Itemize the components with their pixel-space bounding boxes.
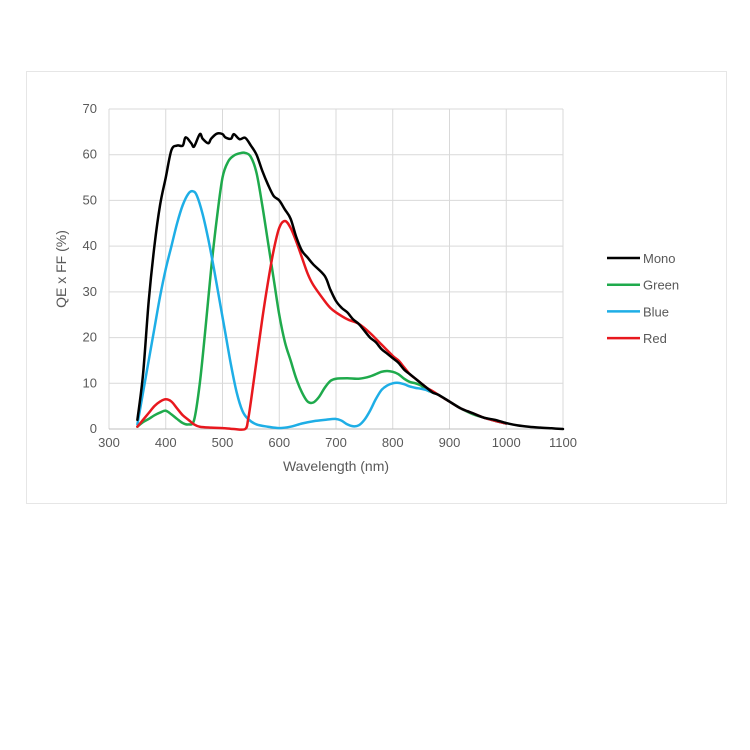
y-tick-label: 20 bbox=[83, 330, 97, 345]
x-tick-label: 600 bbox=[268, 435, 290, 450]
x-tick-label: 900 bbox=[439, 435, 461, 450]
y-axis-title: QE x FF (%) bbox=[53, 230, 69, 308]
legend-label-green: Green bbox=[643, 278, 679, 293]
y-tick-label: 30 bbox=[83, 284, 97, 299]
x-tick-label: 1000 bbox=[492, 435, 521, 450]
y-tick-label: 0 bbox=[90, 421, 97, 436]
x-tick-label: 400 bbox=[155, 435, 177, 450]
x-tick-label: 500 bbox=[212, 435, 234, 450]
series-layer bbox=[136, 132, 565, 431]
y-tick-label: 70 bbox=[83, 101, 97, 116]
y-tick-label: 60 bbox=[83, 147, 97, 162]
legend-label-mono: Mono bbox=[643, 251, 676, 266]
series-line-green bbox=[136, 151, 508, 428]
tick-labels: 0 10 20 30 40 50 60 70 300 400 500 600 700 800 900 1000… bbox=[83, 101, 577, 450]
x-tick-label: 700 bbox=[325, 435, 347, 450]
legend-label-red: Red bbox=[643, 331, 667, 346]
series-line-blue bbox=[136, 189, 508, 430]
x-tick-label: 300 bbox=[98, 435, 120, 450]
legend-label-blue: Blue bbox=[643, 304, 669, 319]
qe-chart: 0 10 20 30 40 50 60 70 300 400 500 600 700 800 900 1000… bbox=[53, 101, 679, 474]
chart-frame: 0 10 20 30 40 50 60 70 300 400 500 600 700 800 900 1000… bbox=[26, 71, 727, 504]
y-tick-label: 10 bbox=[83, 375, 97, 390]
y-tick-label: 50 bbox=[83, 192, 97, 207]
x-axis-title: Wavelength (nm) bbox=[283, 458, 389, 474]
series-line-mono bbox=[136, 132, 565, 431]
legend: Mono Green Blue Red bbox=[607, 251, 679, 346]
grid bbox=[108, 108, 564, 430]
x-tick-label: 1100 bbox=[549, 435, 577, 450]
y-tick-label: 40 bbox=[83, 238, 97, 253]
x-tick-label: 800 bbox=[382, 435, 404, 450]
series-line-red bbox=[136, 219, 508, 431]
